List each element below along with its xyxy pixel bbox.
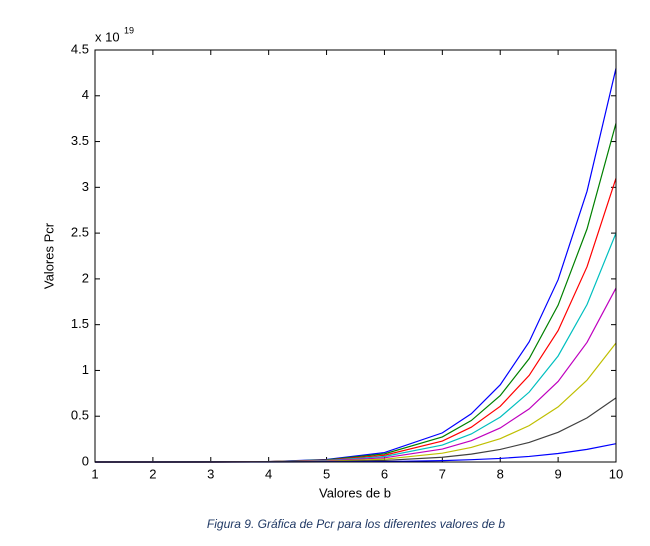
y-tick-label: 0.5 [71, 408, 89, 423]
x-tick-label: 6 [381, 466, 388, 481]
caption: Figura 9. Gráfica de Pcr para los difere… [207, 517, 505, 531]
y-tick-label: 3.5 [71, 133, 89, 148]
y-tick-label: 1.5 [71, 316, 89, 331]
x-tick-label: 10 [609, 466, 623, 481]
y-multiplier-exponent: 19 [124, 25, 134, 35]
y-tick-label: 2.5 [71, 225, 89, 240]
x-tick-label: 5 [323, 466, 330, 481]
y-tick-label: 1 [82, 362, 89, 377]
x-axis-label: Valores de b [319, 485, 391, 500]
y-tick-label: 3 [82, 179, 89, 194]
y-multiplier-base: x 10 [95, 29, 120, 44]
x-tick-label: 3 [207, 466, 214, 481]
y-tick-label: 0 [82, 453, 89, 468]
x-tick-label: 9 [554, 466, 561, 481]
y-tick-label: 4 [82, 87, 89, 102]
x-tick-label: 2 [149, 466, 156, 481]
x-tick-label: 1 [91, 466, 98, 481]
plot-frame [94, 49, 617, 463]
x-tick-label: 4 [265, 466, 272, 481]
y-axis-label: Valores Pcr [41, 222, 56, 289]
y-tick-label: 4.5 [71, 41, 89, 56]
x-tick-label: 8 [497, 466, 504, 481]
x-tick-label: 7 [439, 466, 446, 481]
y-tick-label: 2 [82, 270, 89, 285]
